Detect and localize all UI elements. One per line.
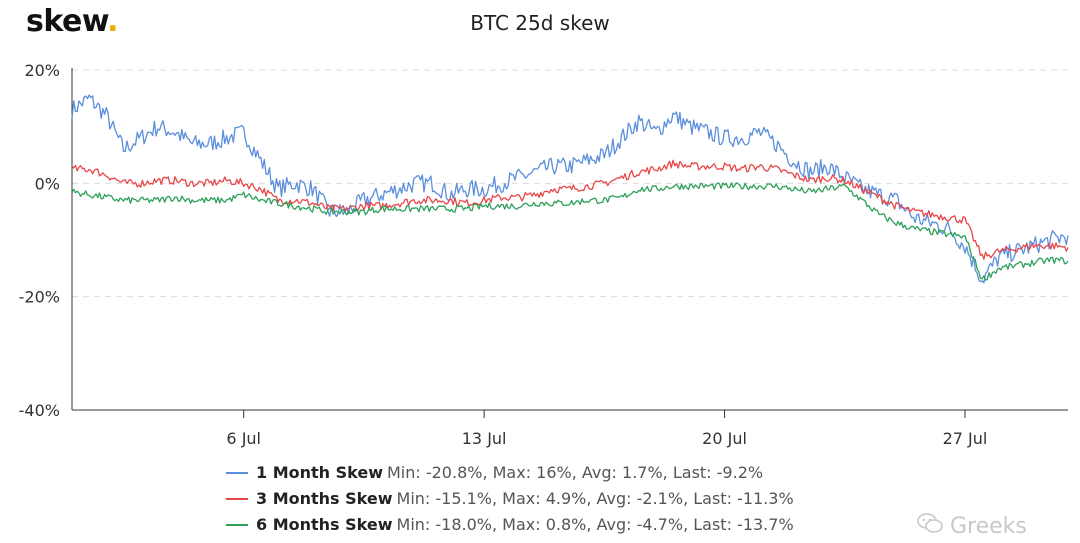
- y-tick-label: 0%: [35, 174, 60, 193]
- series-line-3: [71, 182, 1069, 281]
- legend-item-3m[interactable]: 3 Months Skew Min: -15.1%, Max: 4.9%, Av…: [226, 486, 794, 512]
- y-tick-label: -20%: [19, 288, 60, 307]
- legend-swatch-6m: [226, 524, 248, 526]
- x-tick-label: 6 Jul: [226, 429, 261, 448]
- legend-item-6m[interactable]: 6 Months Skew Min: -18.0%, Max: 0.8%, Av…: [226, 512, 794, 538]
- x-tick-label: 13 Jul: [462, 429, 507, 448]
- y-tick-label: -40%: [19, 401, 60, 420]
- legend-series-stats: Min: -15.1%, Max: 4.9%, Avg: -2.1%, Last…: [396, 489, 794, 508]
- series-line-2: [71, 159, 1069, 260]
- legend-swatch-3m: [226, 498, 248, 500]
- logo-text: skew: [26, 4, 108, 39]
- x-tick-label: 27 Jul: [943, 429, 988, 448]
- chart-title: BTC 25d skew: [470, 11, 610, 35]
- x-tick-label: 20 Jul: [702, 429, 747, 448]
- skew-logo: skew.: [26, 4, 119, 39]
- grid: [72, 69, 1068, 298]
- legend-series-stats: Min: -18.0%, Max: 0.8%, Avg: -4.7%, Last…: [396, 515, 794, 534]
- watermark-text: Greeks: [950, 513, 1027, 539]
- legend-swatch-1m: [226, 472, 248, 474]
- legend-series-name: 1 Month Skew: [256, 463, 383, 482]
- legend: 1 Month Skew Min: -20.8%, Max: 16%, Avg:…: [226, 460, 794, 538]
- watermark: Greeks: [916, 512, 1027, 540]
- y-tick-label: 20%: [24, 61, 60, 80]
- wechat-icon: [916, 512, 944, 540]
- series-lines: [71, 94, 1069, 284]
- legend-series-name: 3 Months Skew: [256, 489, 393, 508]
- logo-dot: .: [107, 4, 119, 39]
- legend-series-stats: Min: -20.8%, Max: 16%, Avg: 1.7%, Last: …: [386, 463, 764, 482]
- legend-series-name: 6 Months Skew: [256, 515, 393, 534]
- series-line-1: [71, 94, 1069, 284]
- legend-item-1m[interactable]: 1 Month Skew Min: -20.8%, Max: 16%, Avg:…: [226, 460, 794, 486]
- axes: 20% 0% -20% -40% 6 Jul 13 Jul 20 Jul 27 Jul: [19, 61, 1068, 448]
